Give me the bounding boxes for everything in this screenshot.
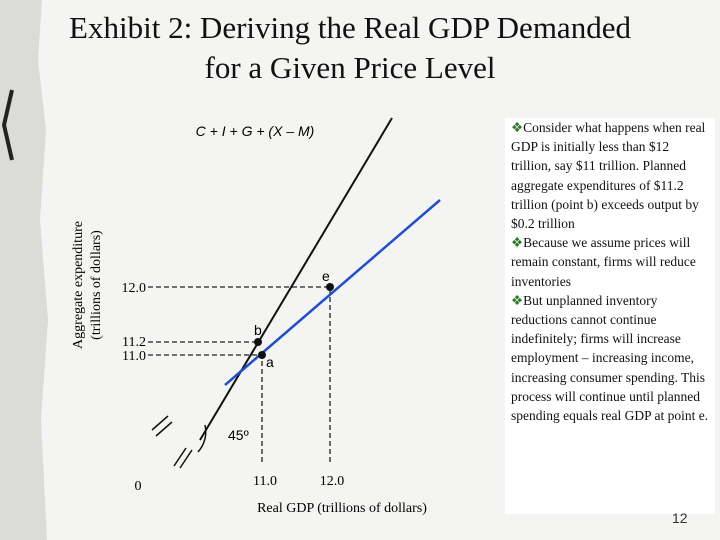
y-axis-label: (trillions of dollars) <box>89 230 104 340</box>
angle-label: 45º <box>228 427 249 443</box>
bullet-text: Because we assume prices will remain con… <box>511 235 696 289</box>
page-number: 12 <box>672 510 688 526</box>
paper-edge <box>0 0 48 540</box>
point-e <box>326 283 334 291</box>
point-label: a <box>266 354 274 370</box>
line-label: C + I + G + (X – M) <box>196 123 315 139</box>
bullet: ❖Because we assume prices will remain co… <box>511 235 696 289</box>
bullet-text: Consider what happens when real GDP is i… <box>511 120 706 232</box>
origin-label: 0 <box>135 479 142 494</box>
y-tick-label: 12.0 <box>122 281 147 296</box>
point-b <box>254 338 262 346</box>
bullet-text: But unplanned inventory reductions canno… <box>511 292 709 424</box>
x-tick-label: 12.0 <box>320 474 345 489</box>
x-tick-label: 11.0 <box>253 474 277 489</box>
x-axis-label: Real GDP (trillions of dollars) <box>257 501 427 516</box>
y-tick-label: 11.0 <box>122 349 146 364</box>
bracket <box>1 89 14 161</box>
axis-breaks <box>151 415 193 469</box>
y-axis-label: Aggregate expenditure <box>71 221 86 349</box>
title: Exhibit 2: Deriving the Real GDP Demande… <box>69 10 631 85</box>
point-label: b <box>254 322 262 338</box>
text-box: ❖Consider what happens when real GDP is … <box>505 118 715 514</box>
bullet: ❖Consider what happens when real GDP is … <box>511 120 706 232</box>
ae-line <box>224 199 441 386</box>
bullet: ❖But unplanned inventory reductions cann… <box>511 292 709 424</box>
45-degree-line <box>199 117 393 441</box>
point-label: e <box>322 268 330 284</box>
angle-arc <box>197 424 207 453</box>
point-a <box>258 351 266 359</box>
y-tick-label: 11.2 <box>122 335 146 350</box>
